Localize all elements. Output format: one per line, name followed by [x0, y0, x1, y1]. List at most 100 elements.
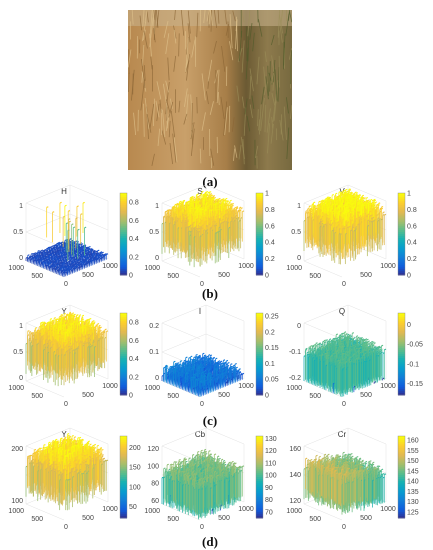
colorbar-tick-label: -0.05 — [407, 342, 423, 349]
surface-mesh — [303, 331, 387, 397]
x-tick-label: 0 — [200, 281, 204, 288]
z-tick-label: -0.1 — [289, 349, 301, 356]
z-tick-label: -0.2 — [289, 375, 301, 382]
colorbar-tick-label: 135 — [407, 489, 419, 496]
plot-title: Y — [61, 307, 67, 316]
z-tick-label: 0.1 — [149, 349, 159, 356]
colorbar-tick-label: 0.2 — [407, 256, 417, 263]
colorbar-tick-label: 0.8 — [129, 320, 139, 327]
surface-svg: Cr 120 140 160 0 500 1000 500 1000 160 155 150 145 14… — [286, 427, 419, 531]
z-tick-label: 80 — [151, 481, 159, 488]
surface-plot-v-2: V 0 0.5 1 0 500 1000 500 1000 0 0.2 0.4 0.6 0.8 1 — [286, 184, 433, 295]
z-tick-label: 0 — [19, 255, 23, 262]
z-tick-label: 0.5 — [291, 229, 301, 236]
colorbar-tick-label: 0.05 — [265, 377, 279, 384]
colorbar — [119, 192, 128, 276]
surface-svg: Y 0 0.5 1 0 500 1000 500 1000 0 0.2 0.4 0.6 0.8 — [8, 304, 139, 408]
colorbar-tick-label: -0.1 — [407, 361, 419, 368]
colorbar-tick-label: 50 — [129, 504, 137, 511]
colorbar-tick-label: 0.6 — [129, 338, 139, 345]
z-tick-label: 60 — [151, 498, 159, 505]
x-tick-label: 0 — [200, 524, 204, 531]
colorbar-tick-label: 0 — [129, 273, 133, 280]
colorbar-tick-label: 0.2 — [265, 329, 275, 336]
colorbar-tick-label: 80 — [265, 497, 273, 504]
y-tick-label: 1000 — [144, 508, 160, 515]
plot-title: H — [61, 187, 67, 196]
z-tick-label: 0 — [155, 255, 159, 262]
surface-mesh — [25, 311, 109, 387]
y-tick-label: 1000 — [8, 385, 24, 392]
surface-svg: Q -0.2 -0.1 0 0 500 1000 500 1000 0 -0.05 -0.1 -0.15 — [286, 304, 423, 408]
plot-title: S — [197, 187, 202, 196]
y-tick-label: 500 — [309, 393, 321, 400]
colorbar-tick-label: 130 — [265, 436, 277, 443]
label-c: (c) — [202, 413, 218, 428]
label-d: (d) — [202, 534, 218, 549]
surface-mesh — [303, 451, 387, 515]
x-tick-label: 1000 — [102, 383, 118, 390]
surface-mesh — [25, 433, 109, 511]
x-tick-label: 1000 — [380, 263, 396, 270]
plot-title: I — [199, 307, 201, 316]
colorbar-tick-label: 90 — [265, 485, 273, 492]
z-tick-label: 120 — [289, 498, 301, 505]
x-tick-label: 1000 — [238, 263, 254, 270]
plot-title: Cb — [195, 430, 206, 439]
colorbar-tick-label: 0.4 — [407, 240, 417, 247]
colorbar-tick-label: 125 — [407, 509, 419, 516]
colorbar-tick-label: 0.6 — [129, 218, 139, 225]
surface-svg: H 0 0.5 1 0 500 1000 500 1000 0 0.2 0.4 0.6 0.8 — [8, 184, 139, 288]
x-tick-label: 500 — [218, 272, 230, 279]
x-tick-label: 0 — [64, 524, 68, 531]
y-tick-label: 1000 — [144, 385, 160, 392]
y-tick-label: 500 — [167, 273, 179, 280]
surface-plot-h-0: H 0 0.5 1 0 500 1000 500 1000 0 0.2 0.4 0.6 0.8 — [8, 184, 156, 295]
colorbar-tick-label: 140 — [407, 479, 419, 486]
colorbar-tick-label: 155 — [407, 448, 419, 455]
surface-mesh — [303, 188, 387, 265]
z-tick-label: 100 — [147, 463, 159, 470]
surface-mesh — [161, 352, 245, 397]
y-tick-label: 1000 — [8, 265, 24, 272]
surface-mesh — [25, 201, 109, 277]
z-tick-label: 0.5 — [13, 229, 23, 236]
z-tick-label: 1 — [19, 323, 23, 330]
z-tick-label: 0.2 — [149, 323, 159, 330]
colorbar-tick-label: 100 — [129, 484, 141, 491]
colorbar — [255, 312, 264, 396]
x-tick-label: 0 — [200, 401, 204, 408]
wheat-field-photo — [127, 0, 293, 170]
z-tick-label: 120 — [147, 446, 159, 453]
colorbar — [397, 435, 406, 519]
x-tick-label: 1000 — [380, 506, 396, 513]
y-tick-label: 500 — [309, 516, 321, 523]
x-tick-label: 1000 — [102, 506, 118, 513]
colorbar-tick-label: 150 — [407, 458, 419, 465]
surface-plot-cr-8: Cr 120 140 160 0 500 1000 500 1000 160 155 150 145 14… — [286, 427, 433, 538]
z-tick-label: 1 — [19, 203, 23, 210]
colorbar-tick-label: 0 — [407, 273, 411, 280]
surface-plot-q-5: Q -0.2 -0.1 0 0 500 1000 500 1000 0 -0.05 -0.1 -0.15 — [286, 304, 433, 415]
y-tick-label: 500 — [31, 393, 43, 400]
colorbar-tick-label: 0.15 — [265, 345, 279, 352]
colorbar-tick-label: 70 — [265, 509, 273, 516]
surface-plot-y-6: Y 100 200 0 500 1000 500 1000 200 150 100 50 — [8, 427, 156, 538]
surface-plot-s-1: S 0 0.5 1 0 500 1000 500 1000 0 0.2 0.4 0.6 0.8 1 — [144, 184, 292, 295]
y-tick-label: 500 — [309, 273, 321, 280]
y-tick-label: 500 — [31, 273, 43, 280]
x-tick-label: 0 — [342, 524, 346, 531]
z-tick-label: 140 — [289, 472, 301, 479]
colorbar — [119, 435, 128, 519]
colorbar-tick-label: 0 — [129, 393, 133, 400]
z-tick-label: 0 — [19, 375, 23, 382]
y-tick-label: 1000 — [286, 508, 302, 515]
x-tick-label: 500 — [360, 272, 372, 279]
z-tick-label: 0.5 — [149, 229, 159, 236]
surface-plot-i-4: I 0 0.1 0.2 0 500 1000 500 1000 0 0.05 0.1 0.15 0.2 0.… — [144, 304, 292, 415]
label-b: (b) — [202, 286, 218, 301]
colorbar-tick-label: 150 — [129, 465, 141, 472]
x-tick-label: 500 — [82, 515, 94, 522]
surface-mesh — [161, 448, 245, 520]
x-tick-label: 0 — [64, 401, 68, 408]
